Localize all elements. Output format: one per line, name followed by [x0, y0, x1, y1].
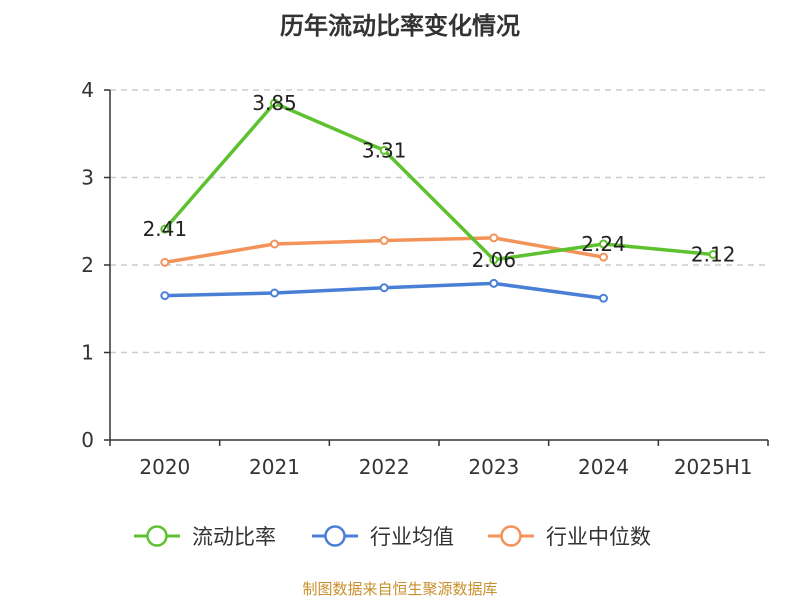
series-line — [163, 101, 714, 262]
x-tick-label: 2023 — [468, 455, 519, 479]
legend-item: 行业均值 — [312, 525, 454, 549]
data-point — [270, 239, 279, 249]
legend-label: 行业均值 — [370, 525, 454, 549]
data-label: 2.41 — [143, 217, 188, 241]
data-labels: 2.41 3.85 3.31 2.06 2.24 2.12 — [143, 91, 736, 272]
source-note: 制图数据来自恒生聚源数据库 — [302, 580, 498, 598]
legend-swatch-marker — [324, 525, 346, 547]
x-tick-label: 2021 — [249, 455, 300, 479]
legend-item: 行业中位数 — [488, 525, 651, 549]
data-point — [270, 98, 279, 108]
legend-item: 流动比率 — [134, 525, 276, 549]
y-tick-label: 0 — [81, 428, 94, 452]
chart-title: 历年流动比率变化情况 — [280, 12, 520, 40]
legend-swatch-marker — [146, 525, 168, 547]
grid-lines — [110, 89, 768, 354]
y-tick-label: 3 — [81, 166, 94, 190]
legend-label: 流动比率 — [192, 525, 276, 549]
y-tick-label: 2 — [81, 253, 94, 277]
data-point — [379, 236, 389, 245]
data-point — [379, 145, 389, 155]
data-label: 3.85 — [252, 91, 297, 115]
data-point — [270, 288, 279, 298]
legend-label: 行业中位数 — [546, 525, 651, 549]
data-point — [599, 293, 608, 303]
data-label: 2.12 — [691, 243, 736, 267]
data-point — [708, 250, 718, 259]
x-tick-label: 2022 — [359, 455, 410, 479]
data-point — [160, 291, 170, 301]
y-tick-label: 1 — [81, 341, 94, 365]
data-point — [160, 257, 170, 267]
data-point — [489, 233, 499, 243]
legend: 流动比率 行业均值 行业中位数 — [134, 525, 651, 549]
data-point — [599, 252, 608, 262]
data-point — [160, 224, 170, 234]
x-tick-label: 2024 — [578, 455, 629, 479]
data-label: 2.06 — [472, 248, 517, 272]
data-point — [379, 283, 389, 293]
data-point — [489, 255, 499, 265]
series-layer — [160, 98, 718, 303]
data-point — [489, 278, 499, 288]
data-label: 2.24 — [581, 232, 626, 256]
x-tick-label: 2025H1 — [674, 455, 753, 479]
y-tick-label: 4 — [81, 78, 94, 102]
x-tick-label: 2020 — [139, 455, 190, 479]
data-label: 3.31 — [362, 138, 407, 162]
data-point — [599, 239, 608, 249]
axes: 0 1 2 3 4 2020 2021 2022 2023 2024 2025H1 — [81, 78, 769, 479]
legend-swatch-marker — [500, 525, 522, 547]
